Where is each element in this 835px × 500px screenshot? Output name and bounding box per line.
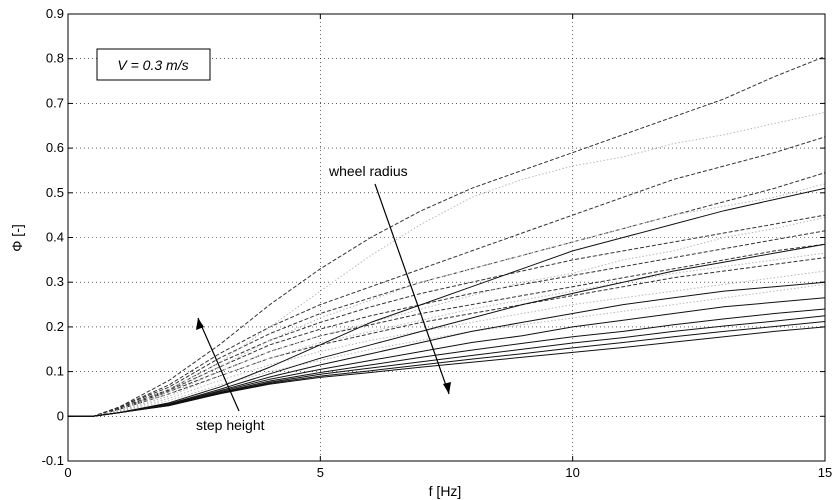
step-height-arrow — [197, 317, 240, 412]
series-line-dashed-3 — [68, 172, 826, 417]
y-tick-label: -0.1 — [42, 453, 64, 468]
series-line-dashed-7 — [68, 257, 826, 417]
series-layer — [68, 56, 826, 417]
step-height-arrowhead — [196, 318, 204, 330]
x-axis-label: f [Hz] — [429, 483, 462, 499]
series-line-dotted-3 — [68, 216, 826, 417]
y-tick-label: 0.4 — [46, 230, 64, 245]
velocity-box-frame — [96, 48, 211, 81]
y-tick-label: 0.2 — [46, 319, 64, 334]
y-axis-label: Φ [-] — [9, 224, 25, 252]
velocity-box-text: V = 0.3 m/s — [117, 57, 188, 73]
series-line-solid-3 — [68, 281, 826, 417]
y-tick-label: 0.5 — [46, 185, 64, 200]
series-line-solid-8 — [68, 326, 826, 417]
series-line-dashed-1 — [68, 56, 826, 417]
y-tick-label: 0.6 — [46, 140, 64, 155]
step-height-label: step height — [196, 417, 265, 433]
wheel-radius-arrowhead — [443, 382, 451, 394]
series-line-dotted-1 — [68, 111, 826, 417]
wheel-radius-label: wheel radius — [328, 163, 408, 179]
series-line-dotted-6 — [68, 283, 826, 417]
y-tick-label: 0.1 — [46, 364, 64, 379]
grid-lines — [68, 14, 825, 461]
y-tick-label: 0.7 — [46, 95, 64, 110]
wheel-radius-annotation: wheel radius — [328, 163, 451, 395]
series-line-solid-7 — [68, 321, 826, 417]
y-tick-label: 0 — [57, 408, 64, 423]
series-line-dotted-4 — [68, 252, 826, 417]
series-line-solid-2 — [68, 243, 826, 417]
x-tick-label: 0 — [64, 465, 71, 480]
x-tick-label: 15 — [818, 465, 832, 480]
y-tick-label: 0.3 — [46, 274, 64, 289]
series-line-dotted-2 — [68, 183, 826, 417]
wheel-radius-arrow — [374, 183, 450, 395]
tick-layer: 0 5 10 15-0.100.10.20.30.40.50.60.70.80.9 — [42, 6, 833, 480]
y-tick-label: 0.9 — [46, 6, 64, 21]
x-tick-label: 5 — [317, 465, 324, 480]
step-height-annotation: step height — [196, 317, 265, 433]
series-line-dashed-6 — [68, 243, 826, 417]
y-tick-label: 0.8 — [46, 51, 64, 66]
velocity-annotation-box: V = 0.3 m/s — [96, 48, 211, 81]
series-line-dashed-2 — [68, 136, 826, 417]
series-line-solid-1 — [68, 187, 826, 417]
x-tick-label: 10 — [565, 465, 579, 480]
